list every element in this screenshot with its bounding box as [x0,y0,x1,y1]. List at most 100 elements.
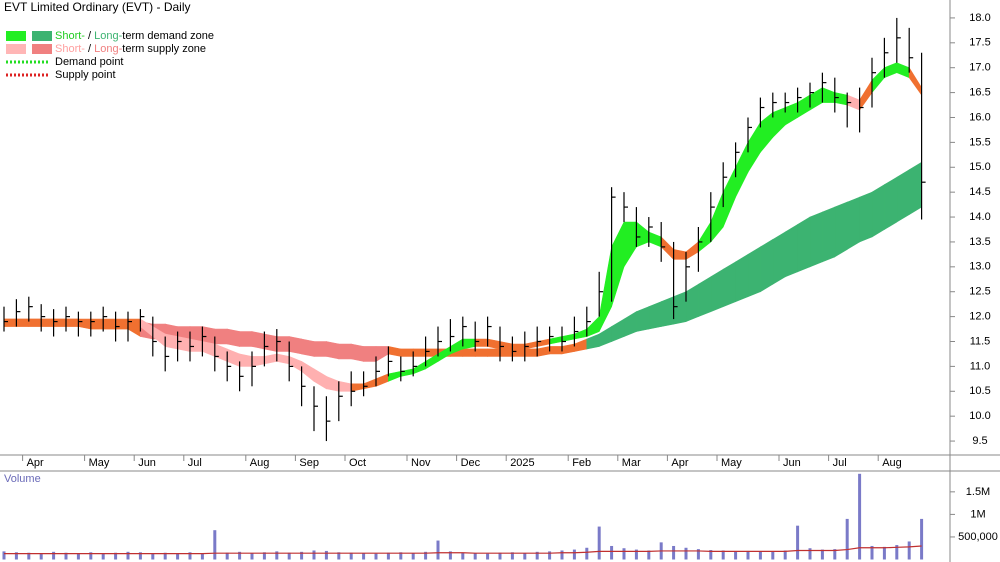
y-tick-label: 500,000 [958,531,998,543]
volume-bar [647,550,651,560]
y-tick-label: 1M [970,508,985,520]
short-term-zone [512,343,526,350]
legend-text: term supply zone [122,43,206,55]
long-term-zone [202,326,216,345]
volume-bar [461,552,465,560]
volume-bar [101,553,105,560]
volume-bar [262,552,266,560]
long-term-zone [549,346,563,355]
volume-bar [14,552,18,560]
long-term-zone [908,161,922,216]
short-term-zone [177,336,191,352]
long-term-zone [239,331,253,347]
y-tick-label: 11.0 [970,360,991,372]
volume-bar [696,549,700,560]
volume-bar [200,553,204,560]
long-term-zone [809,211,823,268]
short-term-zone [40,318,54,325]
long-term-zone [412,348,426,357]
long-term-zone [276,336,290,352]
legend-text: / [85,30,94,42]
x-tick-label: Aug [882,457,902,469]
x-tick-label: Jun [138,457,156,469]
volume-bar [796,525,800,560]
long-term-zone [660,296,674,327]
legend-label: Demand point [55,56,124,68]
volume-bar [758,551,762,560]
volume-bar [151,553,155,560]
volume-bar [870,545,874,560]
volume-bar [138,552,142,560]
volume-bar [572,549,576,560]
volume-bar [560,550,564,560]
x-tick-label: May [89,457,110,469]
x-tick-label: Oct [349,457,366,469]
long-term-zone [288,336,302,355]
y-tick-label: 16.0 [969,111,990,123]
volume-bar [2,551,6,560]
short-term-zone [164,333,178,350]
y-tick-label: 15.0 [969,161,990,173]
volume-bar [672,545,676,560]
volume-bar [126,551,130,560]
volume-bar [734,551,738,560]
volume-bar [64,552,68,560]
volume-bar [448,551,452,560]
y-tick-label: 14.5 [969,186,990,198]
volume-bar [337,552,341,560]
volume-bar [424,551,428,560]
volume-bar [176,553,180,560]
long-term-zone [735,253,749,303]
volume-bar [808,548,812,560]
volume-bar [27,552,31,560]
long-term-zone [760,238,774,293]
volume-bar [362,553,366,560]
volume-bar [845,518,849,560]
long-term-zone [784,223,798,278]
volume-bar [349,552,353,560]
long-term-zone [326,341,340,360]
short-term-zone [474,338,488,347]
volume-bar [188,552,192,560]
y-tick-label: 10.5 [969,385,990,397]
volume-bar [585,547,589,560]
y-tick-label: 17.5 [969,37,990,49]
short-term-zone [102,318,116,325]
long-term-zone [871,184,885,238]
x-tick-label: Jul [833,457,847,469]
y-tick-label: 16.5 [969,86,990,98]
long-term-zone [350,343,364,362]
volume-bar [238,551,242,560]
legend-text: Long- [94,43,122,55]
long-term-zone [648,301,662,330]
y-tick-label: 1.5M [966,486,990,498]
volume-bar [386,552,390,560]
legend-label: Supply point [55,69,116,81]
volume-bar [746,550,750,560]
legend-swatch [6,31,26,41]
y-tick-label: 11.5 [970,335,991,347]
x-tick-label: Sep [299,457,319,469]
volume-bar [709,550,713,560]
volume-bar [610,545,614,560]
x-tick-label: Dec [461,457,481,469]
legend-label: Short- / Long-term demand zone [55,30,214,42]
volume-bar [721,550,725,560]
volume-bar [820,549,824,560]
volume-bar [634,549,638,560]
legend-text: term demand zone [122,30,214,42]
long-term-zone [797,216,811,273]
long-term-zone [264,333,278,352]
volume-bar [436,540,440,560]
y-tick-label: 9.5 [972,435,987,447]
long-term-zone [747,246,761,298]
y-tick-label: 12.5 [969,286,990,298]
long-term-zone [834,201,848,258]
volume-bar [52,551,56,560]
long-term-zone [710,268,724,313]
long-term-zone [512,348,526,357]
volume-bar [89,552,93,560]
long-term-zone [524,348,538,357]
x-tick-label: Jun [783,457,801,469]
